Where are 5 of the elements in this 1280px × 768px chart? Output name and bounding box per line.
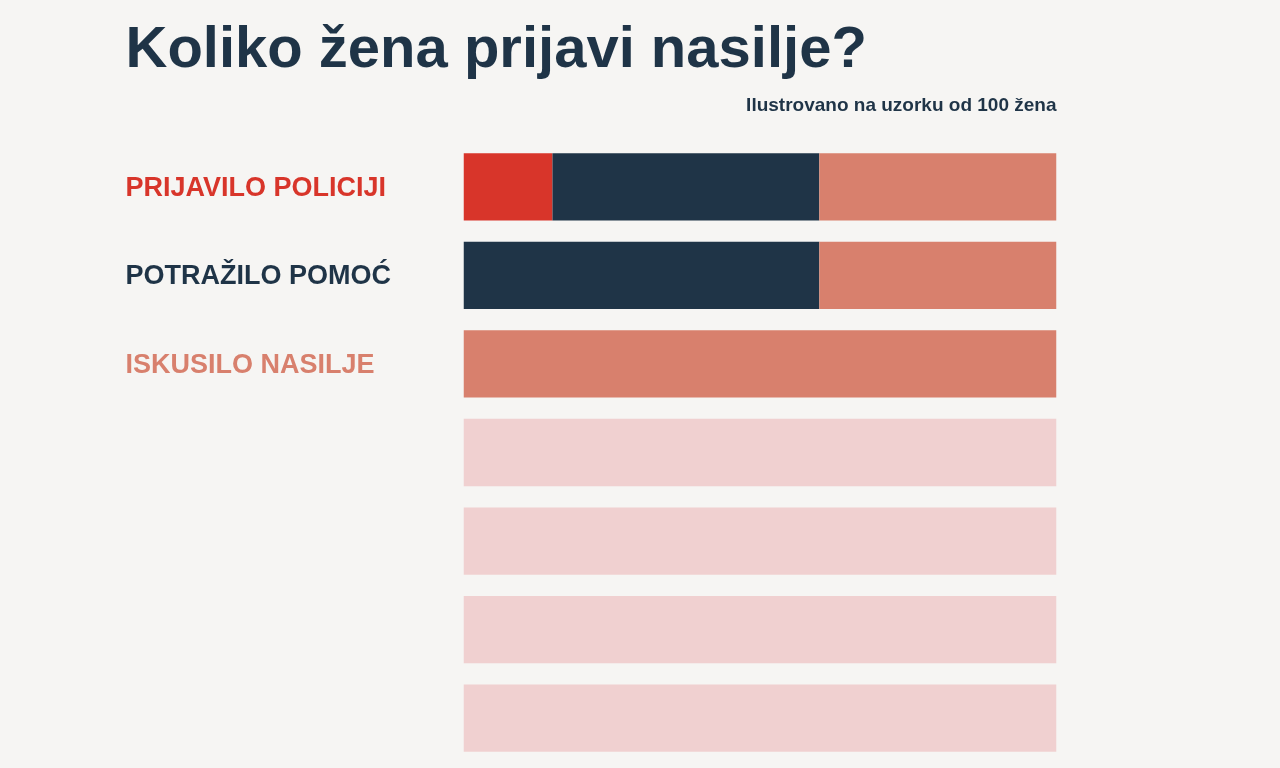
chart-title: Koliko žena prijavi nasilje? <box>125 13 867 79</box>
y-tick-label: PRIJAVILO POLICIJI <box>125 171 387 202</box>
y-tick-label: POTRAŽILO POMOĆ <box>125 259 391 291</box>
chart-subtitle: Ilustrovano na uzorku od 100 žena <box>746 93 1057 115</box>
y-tick-label: ISKUSILO NASILJE <box>125 348 375 379</box>
